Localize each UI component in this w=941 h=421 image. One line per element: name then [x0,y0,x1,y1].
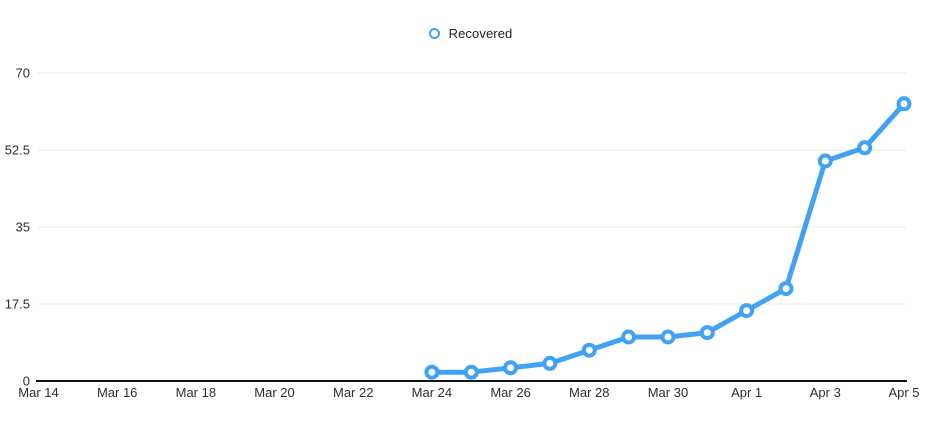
y-axis-tick-label: 0 [23,374,30,389]
x-axis-tick-label: Apr 3 [810,385,841,400]
data-point[interactable] [739,303,755,319]
y-axis-tick-label: 35 [16,220,30,235]
data-point[interactable] [896,96,912,112]
data-point[interactable] [660,329,676,345]
data-point[interactable] [542,355,558,371]
data-point[interactable] [778,281,794,297]
data-point[interactable] [463,364,479,380]
y-axis-tick-label: 52.5 [5,143,30,158]
x-axis-tick-label: Apr 1 [731,385,762,400]
x-axis-tick-label: Mar 24 [412,385,452,400]
legend-label: Recovered [448,26,513,41]
data-point[interactable] [817,153,833,169]
data-point[interactable] [424,364,440,380]
x-axis-tick-label: Mar 18 [176,385,216,400]
x-axis-tick-label: Apr 5 [888,385,919,400]
legend[interactable]: Recovered [0,26,941,41]
x-axis-tick-label: Mar 14 [18,385,58,400]
data-point[interactable] [621,329,637,345]
x-axis-tick-label: Mar 30 [648,385,688,400]
x-axis-tick-label: Mar 26 [490,385,530,400]
data-point[interactable] [857,140,873,156]
y-axis-tick-label: 70 [16,66,30,81]
data-point[interactable] [699,325,715,341]
x-axis-tick-label: Mar 20 [254,385,294,400]
x-axis-tick-label: Mar 28 [569,385,609,400]
x-axis-tick-label: Mar 16 [97,385,137,400]
x-axis-tick-label: Mar 22 [333,385,373,400]
data-point[interactable] [581,342,597,358]
data-point[interactable] [503,360,519,376]
legend-marker-icon [428,28,440,39]
y-axis-tick-label: 17.5 [5,297,30,312]
